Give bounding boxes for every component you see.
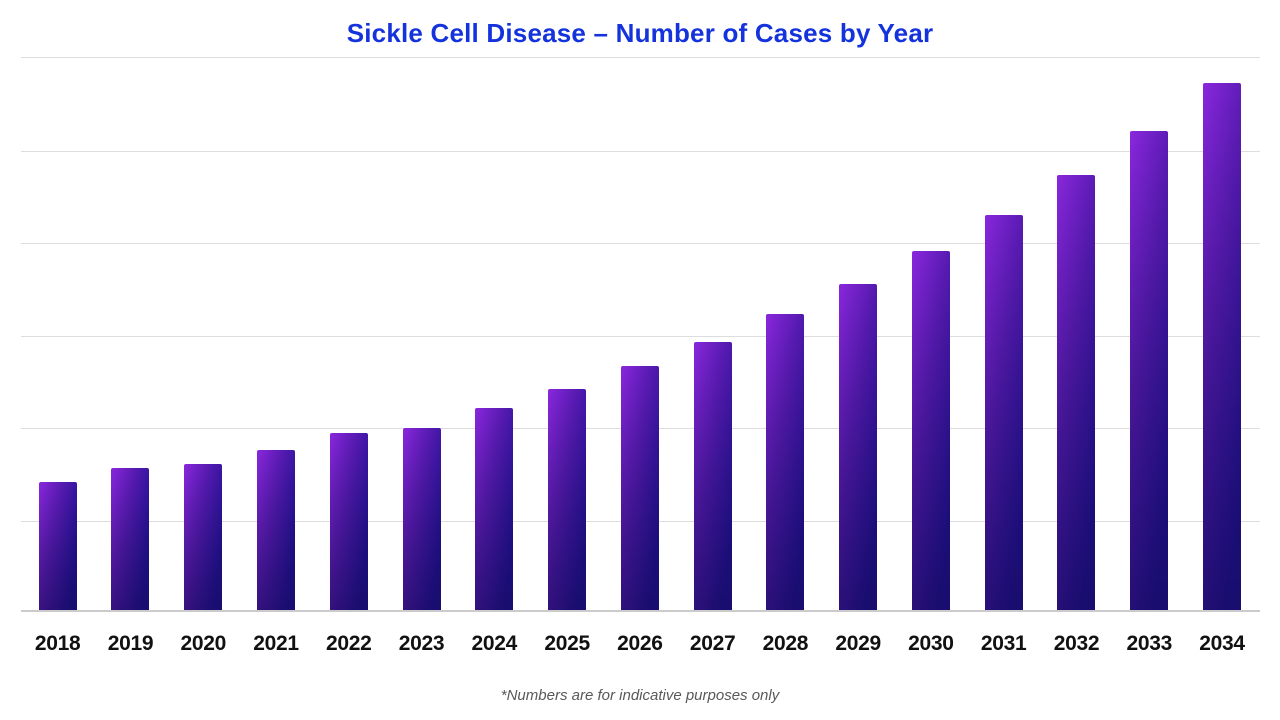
x-axis-label-2025: 2025	[544, 632, 590, 655]
bar-2032	[1057, 175, 1096, 610]
bar-2025	[548, 388, 587, 610]
bar-2034	[1203, 82, 1242, 610]
gridline	[21, 243, 1260, 244]
chart-footnote: *Numbers are for indicative purposes onl…	[500, 687, 780, 704]
bar-2029	[839, 284, 878, 610]
x-axis-label-2030: 2030	[908, 632, 954, 655]
plot-area	[21, 57, 1260, 612]
x-axis-label-2031: 2031	[980, 632, 1027, 655]
gridline	[21, 150, 1260, 152]
x-axis-label-2019: 2019	[107, 632, 154, 655]
x-axis-label-2029: 2029	[835, 632, 881, 655]
x-axis: 2018 2019 2020 2021 2022 2023 2024 2025 2026 2027…	[21, 622, 1260, 666]
bar-2031	[984, 215, 1023, 610]
chart-title: Sickle Cell Disease – Number of Cases by…	[346, 18, 934, 48]
bar-2023	[402, 427, 441, 610]
bar-2028	[766, 314, 805, 610]
x-axis-label-2026: 2026	[617, 632, 663, 655]
x-axis-label-2034: 2034	[1199, 632, 1245, 655]
gridline	[21, 335, 1260, 337]
bar-2021	[257, 449, 295, 610]
x-axis-label-2028: 2028	[762, 632, 809, 655]
x-axis-label-2022: 2022	[326, 632, 372, 655]
x-axis-label-2027: 2027	[689, 632, 736, 655]
bar-2030	[911, 251, 950, 610]
bar-2018	[38, 482, 77, 610]
x-axis-label-2020: 2020	[180, 632, 226, 655]
x-axis-label-2023: 2023	[398, 632, 445, 655]
bar-2026	[620, 365, 659, 610]
bar-2024	[475, 408, 514, 610]
bar-2022	[329, 433, 368, 610]
x-axis-label-2033: 2033	[1126, 632, 1172, 655]
x-axis-label-2021: 2021	[253, 632, 299, 655]
x-axis-label-2024: 2024	[471, 632, 518, 655]
bar-2020	[184, 463, 223, 610]
x-axis-label-2018: 2018	[34, 632, 81, 655]
x-axis-label-2032: 2032	[1053, 632, 1100, 655]
bar-2019	[111, 468, 150, 610]
bar-2027	[693, 341, 732, 610]
bar-2033	[1130, 130, 1169, 610]
